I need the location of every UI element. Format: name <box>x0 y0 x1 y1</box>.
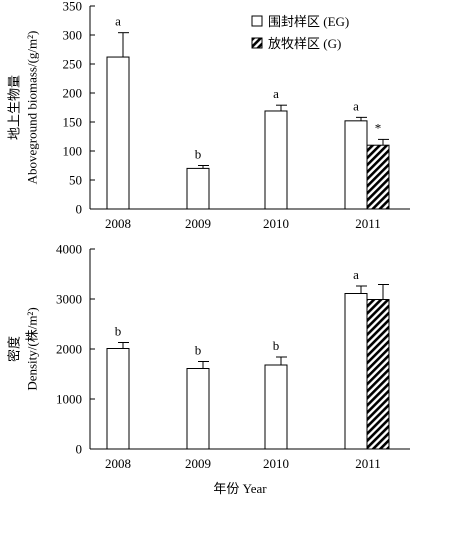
bar-2011-s1 <box>366 144 390 210</box>
y-tick-label: 0 <box>76 442 83 457</box>
y-axis-label-en: Density/(株/m²) <box>25 307 40 390</box>
bar-2010-s0 <box>264 110 288 210</box>
legend-label: 围封样区 (EG) <box>268 14 349 29</box>
y-tick-label: 4000 <box>56 242 82 257</box>
legend-label: 放牧样区 (G) <box>268 36 341 51</box>
x-tick-label: 2011 <box>355 216 381 231</box>
bar-2008-s0 <box>106 56 130 210</box>
significance-label: b <box>115 324 122 339</box>
significance-label: b <box>195 343 202 358</box>
y-tick-label: 1000 <box>56 392 82 407</box>
y-tick-label: 300 <box>63 28 83 43</box>
significance-label: a <box>273 86 279 101</box>
x-tick-label: 2010 <box>263 216 289 231</box>
y-tick-label: 2000 <box>56 342 82 357</box>
significance-label: a <box>353 267 359 282</box>
y-axis-label-en: Aboveground biomass/(g/m²) <box>25 31 40 185</box>
legend-swatch <box>251 37 263 49</box>
x-tick-label: 2008 <box>105 216 131 231</box>
y-tick-label: 0 <box>76 202 83 217</box>
bar-2008-s0 <box>106 348 130 450</box>
y-tick-label: 200 <box>63 86 83 101</box>
bar-2009-s0 <box>186 368 210 450</box>
y-tick-label: 250 <box>63 57 83 72</box>
y-tick-label: 150 <box>63 115 83 130</box>
significance-label: a <box>115 14 121 29</box>
significance-label: * <box>375 120 382 135</box>
x-tick-label: 2011 <box>355 456 381 471</box>
bar-2011-s0 <box>344 120 368 210</box>
y-axis-label-cn: 地上生物量 <box>7 75 22 140</box>
significance-label: b <box>195 147 202 162</box>
x-tick-label: 2008 <box>105 456 131 471</box>
y-tick-label: 350 <box>63 0 83 14</box>
y-tick-label: 100 <box>63 144 83 159</box>
density-chart: 0 1000 2000 3000 4000 2008 2009 2010 2011 b b b a 密度 D… <box>7 242 410 496</box>
legend-swatch <box>251 15 263 27</box>
x-tick-label: 2009 <box>185 456 211 471</box>
y-axis-label-cn: 密度 <box>7 336 22 362</box>
significance-label: b <box>273 338 280 353</box>
legend: 围封样区 (EG) 放牧样区 (G) <box>251 14 349 51</box>
y-tick-label: 3000 <box>56 292 82 307</box>
bar-2011-s0 <box>344 293 368 450</box>
bar-2009-s0 <box>186 167 210 210</box>
x-tick-label: 2010 <box>263 456 289 471</box>
significance-label: a <box>353 98 359 113</box>
x-tick-label: 2009 <box>185 216 211 231</box>
y-tick-label: 50 <box>69 173 82 188</box>
x-axis-label: 年份 Year <box>213 481 267 496</box>
bar-2011-s1 <box>366 299 390 450</box>
bar-2010-s0 <box>264 364 288 450</box>
biomass-chart: 0 50 100 150 200 250 300 350 2008 2009 2010 2011 a b a… <box>7 0 410 231</box>
